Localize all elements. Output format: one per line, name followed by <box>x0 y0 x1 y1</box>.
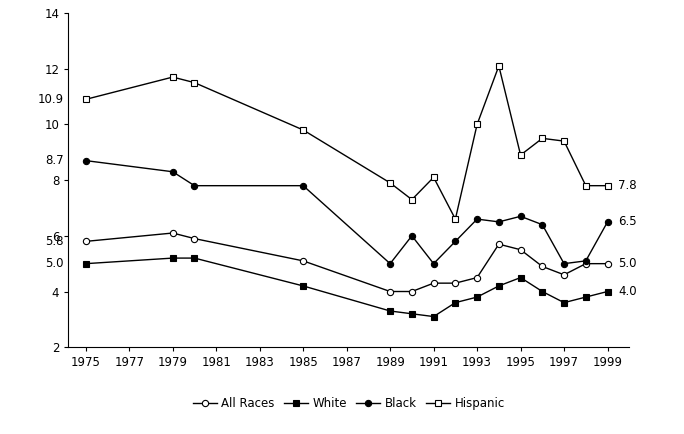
All Races <box>451 280 460 286</box>
Hispanic <box>190 80 198 85</box>
All Races <box>299 258 307 263</box>
Hispanic <box>581 183 590 188</box>
Black <box>169 169 177 174</box>
Line: All Races: All Races <box>83 230 611 295</box>
Text: 4.0: 4.0 <box>618 285 637 298</box>
Hispanic <box>430 175 438 180</box>
Hispanic <box>516 152 525 158</box>
Hispanic <box>386 180 394 185</box>
Text: 6.5: 6.5 <box>618 215 637 228</box>
White <box>603 289 611 294</box>
Black <box>538 222 547 227</box>
Hispanic <box>495 63 503 69</box>
Hispanic <box>299 128 307 133</box>
Black <box>81 158 90 163</box>
All Races <box>581 261 590 266</box>
Black <box>430 261 438 266</box>
Text: 7.8: 7.8 <box>618 179 637 192</box>
Black <box>473 217 482 222</box>
White <box>473 295 482 300</box>
Black <box>451 239 460 244</box>
Text: 5.0: 5.0 <box>618 257 637 270</box>
All Races <box>473 275 482 280</box>
Black <box>386 261 394 266</box>
Text: 8.7: 8.7 <box>45 154 64 167</box>
Line: White: White <box>83 255 611 320</box>
Legend: All Races, White, Black, Hispanic: All Races, White, Black, Hispanic <box>188 392 510 415</box>
Text: 10.9: 10.9 <box>38 93 64 106</box>
Black <box>495 219 503 224</box>
Line: Hispanic: Hispanic <box>83 63 611 222</box>
All Races <box>603 261 611 266</box>
White <box>581 295 590 300</box>
Black <box>408 233 416 238</box>
Black <box>581 258 590 263</box>
All Races <box>516 247 525 252</box>
White <box>538 289 547 294</box>
All Races <box>430 280 438 286</box>
White <box>386 309 394 314</box>
All Races <box>386 289 394 294</box>
Text: 5.8: 5.8 <box>46 235 64 248</box>
Hispanic <box>603 183 611 188</box>
Black <box>299 183 307 188</box>
Black <box>603 219 611 224</box>
Hispanic <box>560 138 568 144</box>
Hispanic <box>81 97 90 102</box>
All Races <box>560 272 568 277</box>
Black <box>190 183 198 188</box>
White <box>430 314 438 319</box>
Hispanic <box>408 197 416 202</box>
White <box>560 300 568 305</box>
Black <box>560 261 568 266</box>
All Races <box>81 239 90 244</box>
Hispanic <box>473 122 482 127</box>
Line: Black: Black <box>83 158 611 267</box>
Black <box>516 214 525 219</box>
Text: 5.0: 5.0 <box>46 257 64 270</box>
White <box>169 256 177 261</box>
White <box>190 256 198 261</box>
White <box>495 283 503 289</box>
All Races <box>538 264 547 269</box>
Hispanic <box>169 75 177 80</box>
All Races <box>190 236 198 241</box>
Hispanic <box>538 136 547 141</box>
All Races <box>408 289 416 294</box>
White <box>299 283 307 289</box>
White <box>516 275 525 280</box>
White <box>408 311 416 316</box>
White <box>81 261 90 266</box>
All Races <box>495 242 503 247</box>
White <box>451 300 460 305</box>
Hispanic <box>451 217 460 222</box>
All Races <box>169 230 177 236</box>
